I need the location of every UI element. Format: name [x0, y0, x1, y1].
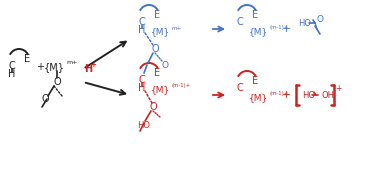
- Text: HO: HO: [137, 121, 150, 130]
- Text: C: C: [9, 61, 15, 71]
- Text: HO: HO: [298, 19, 311, 27]
- Text: C: C: [139, 17, 146, 27]
- Text: C: C: [139, 75, 146, 85]
- Text: +: +: [90, 62, 96, 68]
- Text: {M}: {M}: [43, 62, 65, 72]
- Text: E: E: [252, 76, 258, 86]
- Text: H: H: [138, 25, 146, 35]
- Text: C: C: [237, 83, 243, 93]
- Text: +: +: [335, 84, 341, 93]
- Text: H: H: [84, 64, 92, 74]
- Text: (m-1)+: (m-1)+: [270, 25, 289, 30]
- Text: OH: OH: [322, 90, 335, 99]
- Text: {M}: {M}: [248, 27, 268, 36]
- Text: (m-1)+: (m-1)+: [270, 92, 289, 96]
- Text: {M}: {M}: [248, 93, 268, 102]
- Text: O: O: [41, 94, 49, 104]
- Text: H: H: [138, 83, 146, 93]
- Text: C: C: [237, 17, 243, 27]
- Text: E: E: [154, 68, 160, 78]
- Text: +: +: [281, 90, 291, 100]
- Text: O: O: [151, 44, 159, 54]
- Text: {M}: {M}: [150, 85, 170, 95]
- Text: O: O: [149, 102, 157, 112]
- Text: m+: m+: [172, 25, 182, 30]
- Text: m+: m+: [66, 61, 77, 65]
- Text: O: O: [161, 61, 169, 70]
- Text: +: +: [36, 62, 44, 72]
- Text: O: O: [316, 15, 324, 24]
- Text: +: +: [281, 24, 291, 34]
- Text: HO: HO: [302, 90, 315, 99]
- Text: {M}: {M}: [150, 27, 170, 36]
- Text: H: H: [8, 69, 16, 79]
- Text: E: E: [154, 10, 160, 20]
- Text: E: E: [252, 10, 258, 20]
- Text: (m-1)+: (m-1)+: [172, 84, 191, 88]
- Text: O: O: [53, 77, 61, 87]
- Text: E: E: [24, 54, 30, 64]
